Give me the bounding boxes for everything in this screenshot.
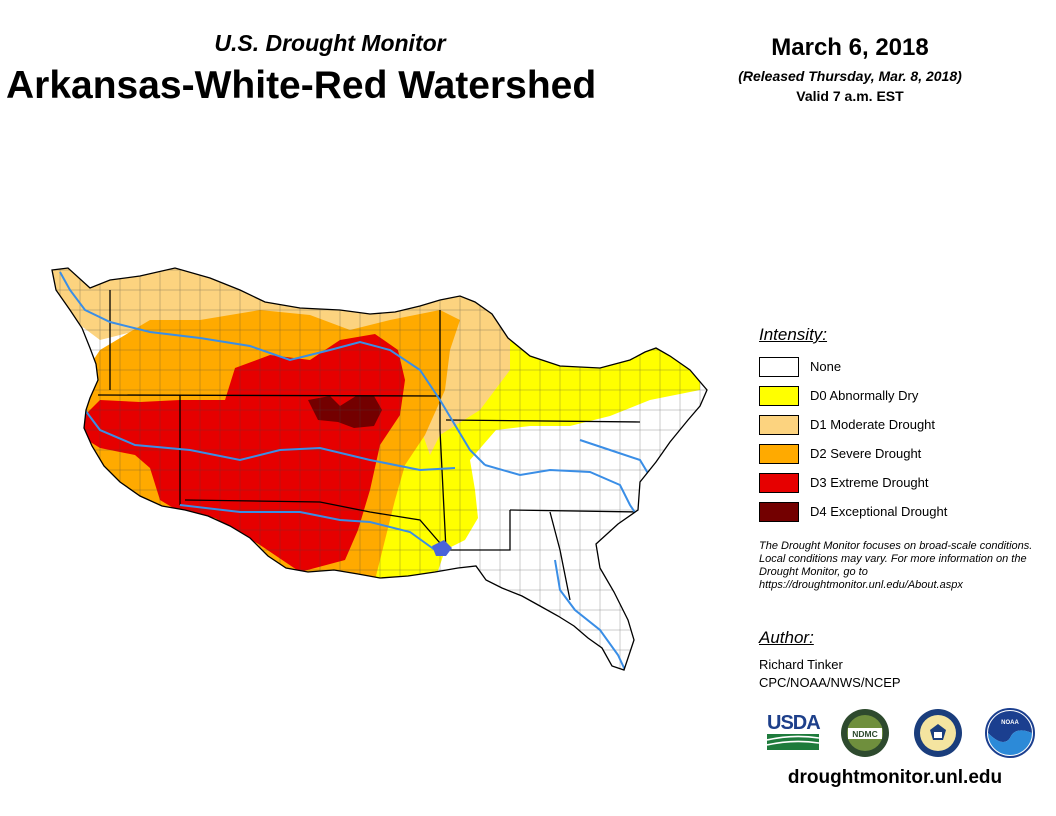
website-url: droughtmonitor.unl.edu	[787, 767, 1003, 788]
legend-item-d3: D3 Extreme Drought	[759, 473, 1049, 502]
map-subtitle: U.S. Drought Monitor	[214, 30, 446, 56]
legend-item-none: None	[759, 357, 1049, 386]
noaa-logo-text: NOAA	[1001, 720, 1019, 726]
legend-item-d4: D4 Exceptional Drought	[759, 502, 1049, 531]
legend-label: D3 Extreme Drought	[810, 475, 929, 490]
legend-swatch	[759, 415, 799, 435]
region-d4	[308, 396, 382, 428]
legend-swatch	[759, 473, 799, 493]
legend-item-d0: D0 Abnormally Dry	[759, 386, 1049, 415]
legend: Intensity: None D0 Abnormally Dry D1 Mod…	[759, 325, 1049, 531]
rivers	[59, 271, 653, 670]
legend-swatch	[759, 386, 799, 406]
legend-label: D2 Severe Drought	[810, 446, 922, 461]
region-d3	[80, 334, 405, 572]
legend-label: D1 Moderate Drought	[810, 417, 936, 432]
map-date: March 6, 2018	[771, 34, 929, 61]
partner-logos: USDA NDMC NOAA	[762, 704, 1035, 760]
legend-label: D0 Abnormally Dry	[810, 388, 919, 403]
noaa-logo: NOAA	[985, 708, 1035, 758]
watershed-map	[51, 267, 708, 671]
legend-label: None	[810, 359, 842, 374]
ndmc-logo: NDMC	[841, 709, 889, 757]
map-title: Arkansas-White-Red Watershed	[6, 64, 597, 107]
usda-swoosh-icon	[767, 734, 819, 750]
ndmc-logo-text: NDMC	[852, 729, 878, 739]
author-org: CPC/NOAA/NWS/NCEP	[759, 675, 901, 690]
author-heading: Author:	[759, 628, 814, 647]
lake	[432, 540, 452, 556]
legend-swatch	[759, 444, 799, 464]
legend-swatch	[759, 502, 799, 522]
usda-logo-text: USDA	[767, 712, 821, 734]
release-date: (Released Thursday, Mar. 8, 2018)	[738, 68, 962, 84]
legend-label: D4 Exceptional Drought	[810, 504, 948, 519]
disclaimer-note: The Drought Monitor focuses on broad-sca…	[759, 540, 1033, 591]
commerce-seal-icon	[914, 709, 962, 757]
valid-time: Valid 7 a.m. EST	[796, 88, 904, 104]
legend-heading: Intensity:	[759, 325, 828, 344]
author-name: Richard Tinker	[759, 657, 843, 672]
legend-swatch	[759, 357, 799, 377]
legend-item-d2: D2 Severe Drought	[759, 444, 1049, 473]
date-block: March 6, 2018 (Released Thursday, Mar. 8…	[690, 34, 1010, 104]
legend-item-d1: D1 Moderate Drought	[759, 415, 1049, 444]
